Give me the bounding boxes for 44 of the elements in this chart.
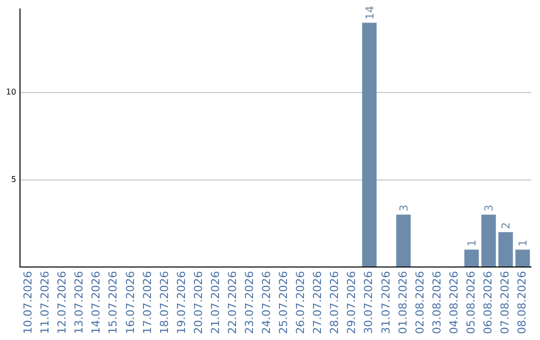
x-tick-label: 29.07.2026 [345, 271, 358, 334]
x-tick-label: 20.07.2026 [192, 271, 205, 334]
bar [396, 214, 411, 267]
x-tick-label: 04.08.2026 [447, 271, 460, 334]
bar [362, 22, 377, 267]
y-tick-label: 5 [11, 174, 16, 184]
x-tick-label: 26.07.2026 [294, 271, 308, 334]
x-tick-label: 30.07.2026 [362, 271, 376, 334]
x-tick-label: 31.07.2026 [379, 271, 392, 334]
data-label: 2 [500, 222, 513, 230]
x-tick-label: 08.08.2026 [516, 271, 529, 334]
x-tick-label: 11.07.2026 [38, 271, 52, 334]
x-tick-label: 05.08.2026 [464, 271, 478, 334]
x-tick-label: 07.08.2026 [498, 271, 512, 334]
x-tick-label: 22.07.2026 [226, 271, 239, 334]
data-label: 1 [516, 240, 530, 247]
x-tick-label: 02.08.2026 [413, 271, 426, 334]
x-tick-label: 10.07.2026 [22, 271, 35, 334]
x-tick-label: 14.07.2026 [90, 271, 103, 334]
x-tick-label: 03.08.2026 [430, 271, 444, 334]
x-tick-label: 28.07.2026 [328, 271, 342, 334]
x-tick-label: 01.08.2026 [396, 271, 410, 334]
data-label: 3 [397, 204, 410, 212]
x-tick-label: 16.07.2026 [124, 271, 137, 334]
x-tick-label: 13.07.2026 [72, 271, 86, 334]
x-tick-label: 19.07.2026 [174, 271, 188, 334]
bar [481, 214, 496, 267]
data-label: 3 [482, 204, 496, 212]
data-label: 14 [363, 6, 376, 20]
x-tick-label: 12.07.2026 [56, 271, 69, 334]
x-tick-label: 27.07.2026 [311, 271, 324, 334]
x-tick-label: 06.08.2026 [481, 271, 494, 334]
data-label: 1 [466, 240, 479, 247]
x-tick-label: 18.07.2026 [158, 271, 171, 334]
bar [498, 232, 513, 267]
x-tick-label: 17.07.2026 [140, 271, 154, 334]
x-tick-label: 24.07.2026 [260, 271, 274, 334]
y-tick-label: 10 [6, 88, 16, 97]
x-tick-label: 15.07.2026 [106, 271, 120, 334]
bar [464, 250, 479, 267]
bar [515, 250, 530, 267]
x-tick-label: 25.07.2026 [277, 271, 290, 334]
x-tick-label: 23.07.2026 [242, 271, 256, 334]
x-tick-label: 21.07.2026 [208, 271, 222, 334]
